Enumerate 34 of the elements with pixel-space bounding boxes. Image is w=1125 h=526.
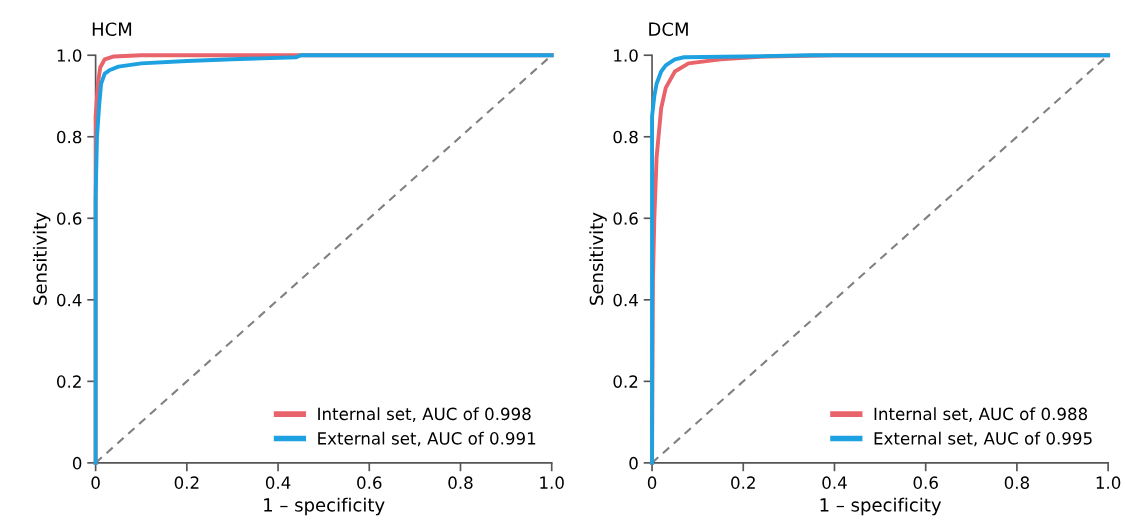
y-tick-label: 0.6 bbox=[57, 212, 82, 225]
y-tick-label: 1.0 bbox=[57, 49, 82, 62]
y-tick-label: 1.0 bbox=[614, 49, 638, 62]
x-tick-label: 0.2 bbox=[174, 476, 199, 489]
x-tick-label: 0.6 bbox=[357, 476, 382, 489]
legend-label: Internal set, AUC of 0.998 bbox=[318, 407, 531, 422]
chart-title: HCM bbox=[92, 22, 132, 37]
chart-title: DCM bbox=[649, 22, 688, 37]
y-tick-label: 0.8 bbox=[57, 130, 82, 144]
legend-label: External set, AUC of 0.995 bbox=[874, 431, 1092, 447]
x-tick-label: 0.4 bbox=[265, 476, 291, 489]
y-tick-label: 0.2 bbox=[613, 375, 638, 388]
y-axis-title: Sensitivity bbox=[589, 212, 607, 305]
legend-label: Internal set, AUC of 0.988 bbox=[874, 407, 1088, 422]
y-tick-label: 0.4 bbox=[613, 293, 638, 307]
x-tick-label: 0 bbox=[91, 476, 100, 489]
y-tick-label: 0.4 bbox=[57, 293, 82, 307]
x-tick-label: 0.4 bbox=[822, 476, 847, 489]
x-axis-title: 1 – specificity bbox=[264, 497, 385, 516]
x-tick-label: 0.8 bbox=[1004, 476, 1030, 489]
x-tick-label: 1.0 bbox=[1096, 476, 1121, 489]
y-tick-label: 0 bbox=[629, 456, 638, 470]
x-tick-label: 0 bbox=[647, 476, 657, 489]
x-tick-label: 0.8 bbox=[448, 476, 473, 489]
y-tick-label: 0.6 bbox=[613, 212, 638, 225]
y-tick-label: 0.8 bbox=[613, 130, 638, 144]
y-axis-title: Sensitivity bbox=[32, 212, 51, 305]
x-tick-label: 0.2 bbox=[731, 476, 755, 489]
legend-label: External set, AUC of 0.991 bbox=[318, 431, 536, 447]
x-axis-title: 1 – specificity bbox=[820, 497, 942, 516]
x-tick-label: 0.6 bbox=[913, 476, 938, 489]
x-tick-label: 1.0 bbox=[540, 476, 564, 489]
y-tick-label: 0 bbox=[72, 456, 82, 470]
y-tick-label: 0.2 bbox=[57, 375, 81, 388]
